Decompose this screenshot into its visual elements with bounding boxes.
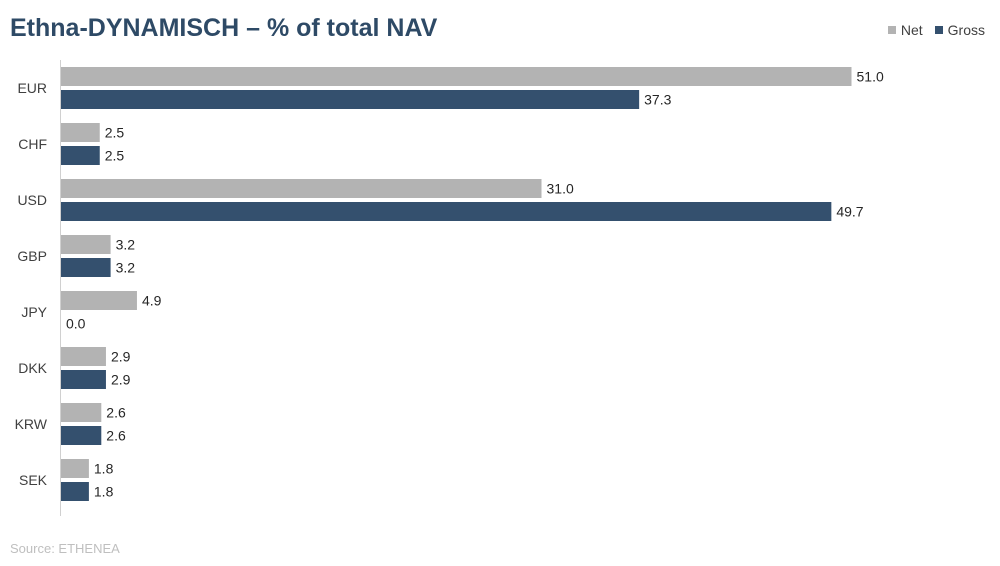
category-label-sek: SEK	[19, 472, 48, 488]
bar-net-usd	[61, 179, 542, 198]
value-label-gross-krw: 2.6	[106, 428, 126, 444]
value-label-net-dkk: 2.9	[111, 349, 131, 365]
legend-item-net: Net	[887, 22, 923, 38]
bar-net-eur	[61, 67, 852, 86]
bar-gross-eur	[61, 90, 640, 109]
category-label-usd: USD	[17, 192, 47, 208]
value-label-net-krw: 2.6	[106, 405, 126, 421]
bar-gross-usd	[61, 202, 832, 221]
value-label-gross-eur: 37.3	[644, 92, 671, 108]
bar-gross-chf	[61, 146, 100, 165]
value-label-gross-usd: 49.7	[836, 204, 863, 220]
category-label-dkk: DKK	[18, 360, 47, 376]
value-label-net-eur: 51.0	[857, 69, 884, 85]
bar-net-gbp	[61, 235, 111, 254]
value-label-net-chf: 2.5	[105, 125, 125, 141]
category-label-jpy: JPY	[21, 304, 47, 320]
legend-label-gross: Gross	[947, 22, 985, 38]
bar-gross-dkk	[61, 370, 106, 389]
value-label-gross-dkk: 2.9	[111, 372, 131, 388]
chart-legend: Net Gross	[876, 22, 985, 38]
source-note: Source: ETHENEA	[10, 541, 120, 556]
legend-label-net: Net	[900, 22, 923, 38]
value-label-gross-sek: 1.8	[94, 484, 114, 500]
legend-swatch-net	[887, 26, 896, 34]
bar-net-krw	[61, 403, 102, 422]
value-label-net-jpy: 4.9	[142, 293, 162, 309]
bar-net-chf	[61, 123, 100, 142]
category-label-gbp: GBP	[17, 248, 47, 264]
bar-net-jpy	[61, 291, 137, 310]
legend-item-gross: Gross	[934, 22, 985, 38]
category-label-chf: CHF	[18, 136, 47, 152]
bar-net-sek	[61, 459, 89, 478]
value-label-gross-gbp: 3.2	[116, 260, 136, 276]
value-label-net-gbp: 3.2	[116, 237, 136, 253]
value-label-net-sek: 1.8	[94, 461, 114, 477]
value-label-net-usd: 31.0	[547, 181, 574, 197]
legend-swatch-gross	[934, 26, 943, 34]
chart-title: Ethna-DYNAMISCH – % of total NAV	[10, 14, 438, 42]
bar-gross-krw	[61, 426, 102, 445]
value-label-gross-jpy: 0.0	[66, 316, 86, 332]
bar-net-dkk	[61, 347, 106, 366]
bar-gross-sek	[61, 482, 89, 501]
bar-gross-gbp	[61, 258, 111, 277]
category-label-krw: KRW	[15, 416, 48, 432]
value-label-gross-chf: 2.5	[105, 148, 125, 164]
category-label-eur: EUR	[17, 80, 47, 96]
